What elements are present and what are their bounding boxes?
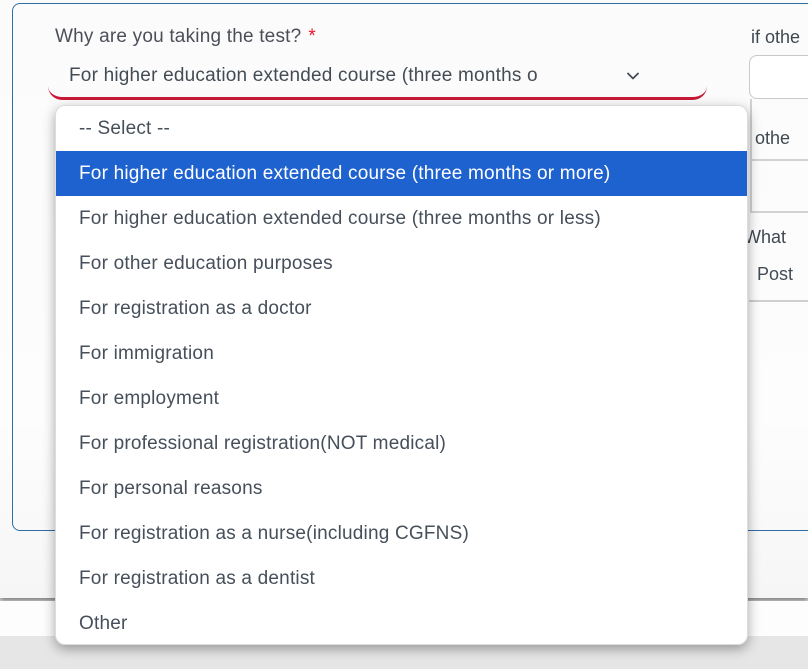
chevron-down-icon [627,72,639,80]
field-underline [749,300,808,302]
reason-select-value: For higher education extended course (th… [69,65,538,86]
reason-select[interactable]: For higher education extended course (th… [48,54,707,100]
if-other-label: if othe [751,27,801,47]
dropdown-option[interactable]: For other education purposes [79,253,333,274]
question-text: Why are you taking the test? [55,26,302,47]
dropdown-list: -- Select -- For higher education extende… [55,105,748,645]
dropdown-option[interactable]: For higher education extended course (th… [79,208,601,229]
dropdown-option[interactable]: For immigration [79,343,214,364]
post-field-value: Post [757,264,794,284]
dropdown-option[interactable]: For personal reasons [79,478,263,499]
field-border-vertical [750,99,752,212]
dropdown-option[interactable]: For professional registration(NOT medica… [79,433,447,454]
dropdown-option[interactable]: Other [79,613,128,634]
dropdown-option[interactable]: For registration as a doctor [79,298,312,319]
question-label: Why are you taking the test? * [55,26,316,48]
dropdown-option-selected[interactable]: For higher education extended course (th… [56,151,747,196]
what-label: What [744,227,787,247]
required-asterisk: * [308,26,317,47]
field-border-line [750,159,808,161]
if-other-input[interactable] [749,55,808,99]
field-border-line [750,211,808,213]
dropdown-option[interactable]: For registration as a dentist [79,568,316,589]
dropdown-option[interactable]: For employment [79,388,220,409]
other-field-text: othe [755,128,791,148]
dropdown-option[interactable]: For registration as a nurse(including CG… [79,523,469,544]
dropdown-option[interactable]: -- Select -- [79,118,171,139]
